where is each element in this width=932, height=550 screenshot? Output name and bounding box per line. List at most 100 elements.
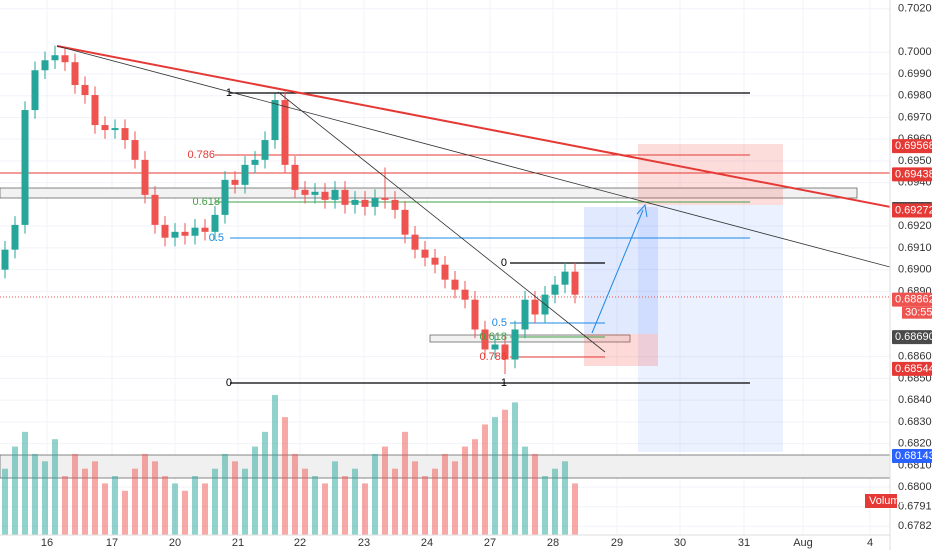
volume-bar <box>242 468 248 535</box>
price-badge-label: 0.69438 <box>895 168 932 180</box>
arrow <box>591 209 644 334</box>
fib-label: 0.618 <box>192 196 220 208</box>
volume-bar <box>502 409 508 535</box>
candle-body <box>441 264 449 280</box>
volume-bar <box>372 453 378 535</box>
volume-bar <box>532 453 538 535</box>
volume-bar <box>202 483 208 535</box>
demand-zone <box>429 334 631 343</box>
candle-body <box>51 55 59 61</box>
candle-body <box>471 299 479 330</box>
volume-bar <box>552 468 558 535</box>
volume-bar <box>2 468 8 535</box>
volume-bar <box>112 476 118 535</box>
volume-bar <box>152 461 158 535</box>
price-badge <box>892 167 932 182</box>
candle-body <box>211 214 219 232</box>
candle-body <box>451 279 459 290</box>
price-badge <box>892 361 932 376</box>
volume-bar <box>402 431 408 535</box>
x-tick-label: 31 <box>738 537 750 549</box>
candle-body <box>561 271 569 285</box>
volume-bar <box>312 476 318 535</box>
candle-body <box>411 234 419 250</box>
countdown: 30:55 <box>905 307 932 319</box>
candles <box>1 45 579 535</box>
candle-body <box>321 191 329 200</box>
price-badge <box>892 139 932 154</box>
candle-body <box>381 197 389 200</box>
x-tick-label: 4 <box>867 537 873 549</box>
profit-box <box>638 205 783 452</box>
volume-bar <box>332 461 338 535</box>
volume-bar <box>52 439 58 535</box>
volume-bar <box>142 453 148 535</box>
volume-bar <box>172 483 178 535</box>
candle-body <box>501 344 509 360</box>
candle-body <box>271 100 279 141</box>
price-badge-label: 0.69568 <box>895 140 932 152</box>
volume-bar <box>282 417 288 535</box>
x-tick-label: 29 <box>611 537 623 549</box>
candle-body <box>121 128 129 141</box>
x-tick-label: 24 <box>421 537 433 549</box>
candle-body <box>131 140 139 160</box>
volume-bar <box>182 490 188 535</box>
volume-bar <box>442 453 448 535</box>
candle-body <box>491 344 499 350</box>
candle-body <box>361 199 369 207</box>
candle-body <box>461 289 469 300</box>
candle-body <box>371 197 379 207</box>
profit-box <box>584 207 658 334</box>
volume-bar <box>292 453 298 535</box>
volume-bar <box>162 476 168 535</box>
volume-bar <box>432 468 438 535</box>
x-tick-label: 30 <box>674 537 686 549</box>
x-tick-label: Aug <box>793 537 813 549</box>
volume-bar <box>362 483 368 535</box>
price-badge <box>892 203 932 218</box>
volume-bar <box>222 453 228 535</box>
volume-bar <box>122 490 128 535</box>
volume-bar <box>572 483 578 535</box>
stop-box <box>638 144 783 205</box>
candle-body <box>71 62 79 86</box>
candle-body <box>401 209 409 235</box>
fib-label: 0.5 <box>209 232 224 244</box>
price-badge-label: 0.69272 <box>895 204 932 216</box>
candle-body <box>1 249 9 270</box>
volume-bar <box>542 476 548 535</box>
candle-body <box>301 189 309 195</box>
candle-body <box>101 125 109 131</box>
volume-bar <box>132 468 138 535</box>
fib-label: 0.786 <box>479 351 507 363</box>
fib-label: 0.5 <box>492 317 507 329</box>
volume-bar <box>352 468 358 535</box>
candle-body <box>431 257 439 265</box>
trend-line <box>56 45 891 268</box>
volume-bar <box>562 461 568 535</box>
candle-body <box>81 85 89 96</box>
volume-bar <box>272 395 278 535</box>
candle-body <box>181 231 189 236</box>
resistance-zone <box>0 187 858 199</box>
volume-bar <box>62 476 68 535</box>
candle-body <box>31 70 39 111</box>
candle-body <box>111 128 119 131</box>
volume-bar <box>512 402 518 535</box>
candle-body <box>291 164 299 190</box>
volume-bar <box>32 453 38 535</box>
candle-body <box>261 140 269 160</box>
